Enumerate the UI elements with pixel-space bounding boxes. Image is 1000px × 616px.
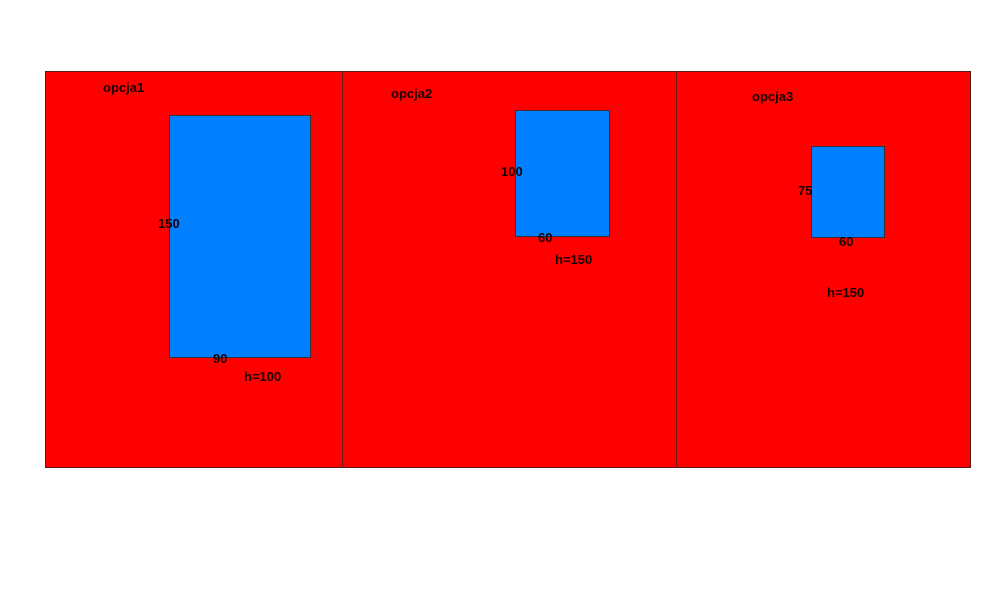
- option3-height-label: h=150: [827, 285, 865, 300]
- option1-bottom-label: 90: [213, 351, 228, 366]
- option3-box: [811, 146, 885, 238]
- option2-side-label: 100: [501, 164, 523, 179]
- divider-1: [342, 71, 343, 468]
- option2-box: [515, 110, 610, 237]
- option2-title: opcja2: [391, 86, 433, 101]
- option2-bottom-label: 60: [538, 230, 553, 245]
- option3-title: opcja3: [752, 89, 794, 104]
- option2-height-label: h=150: [555, 252, 593, 267]
- option3-bottom-label: 60: [839, 234, 854, 249]
- option1-side-label: 150: [158, 216, 180, 231]
- option1-height-label: h=100: [244, 369, 282, 384]
- divider-2: [676, 71, 677, 468]
- option1-box: [169, 115, 311, 358]
- option3-side-label: 75: [798, 183, 813, 198]
- option1-title: opcja1: [103, 80, 145, 95]
